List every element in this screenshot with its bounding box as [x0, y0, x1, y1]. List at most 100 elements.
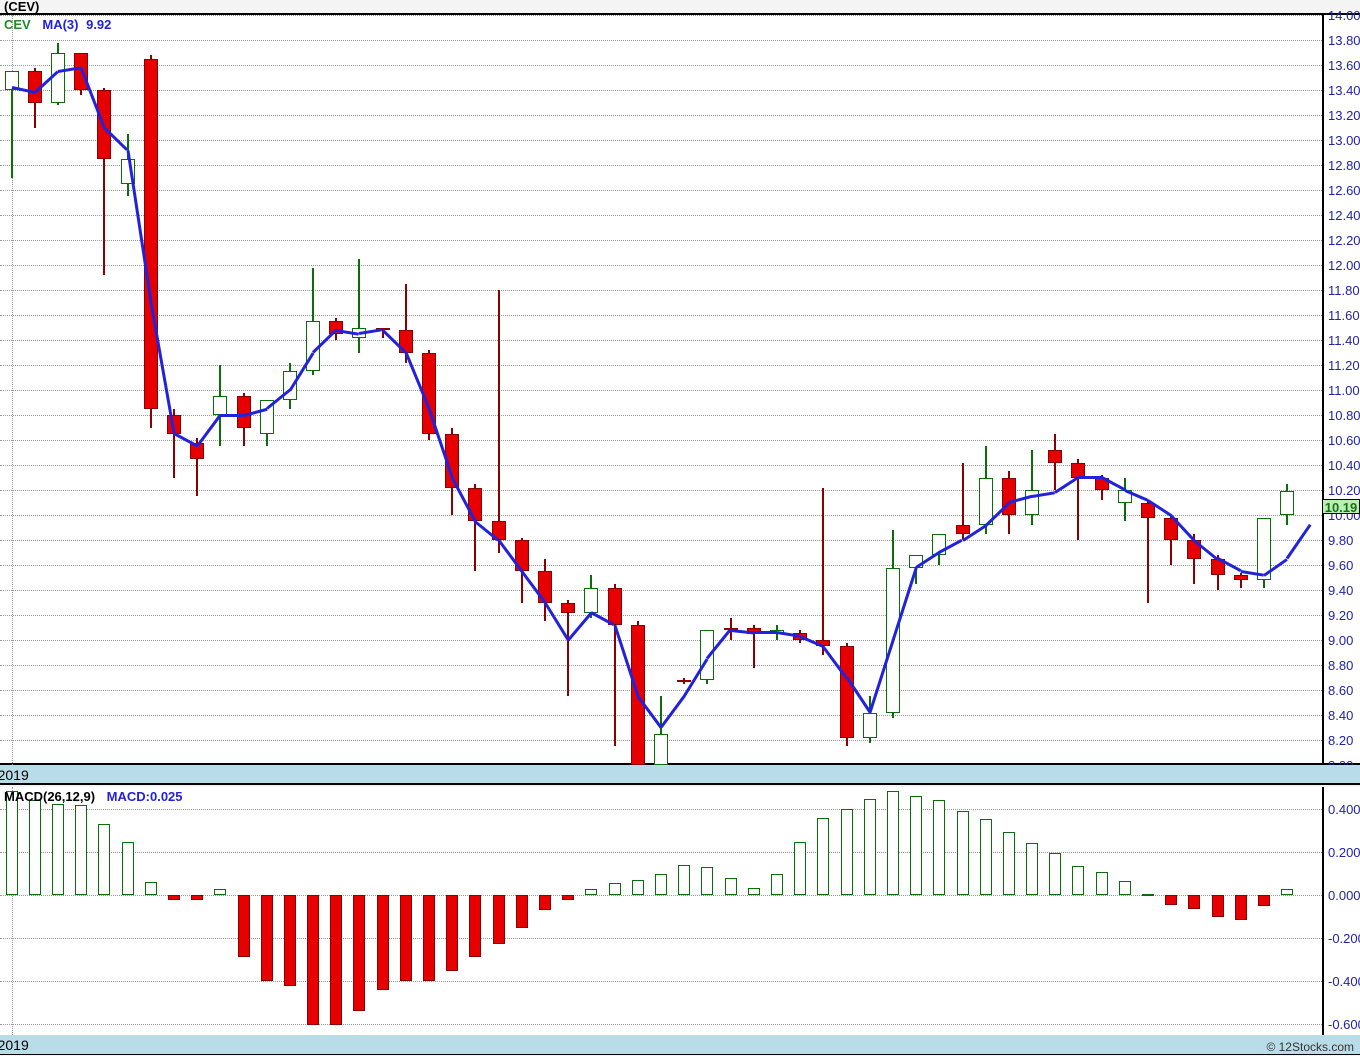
candle-body[interactable]: [213, 396, 227, 415]
candle-wick[interactable]: [567, 600, 569, 696]
macd-bar[interactable]: [377, 895, 389, 990]
price-gridline: [0, 640, 1322, 641]
macd-bar[interactable]: [1049, 853, 1061, 895]
macd-bar[interactable]: [748, 888, 760, 894]
price-y-axis-label: 10.40: [1326, 458, 1360, 473]
macd-bar[interactable]: [1258, 895, 1270, 906]
macd-axis-line: [1322, 787, 1324, 1035]
price-y-axis-label: 11.80: [1326, 283, 1360, 298]
price-legend: CEV MA(3) 9.92: [4, 17, 111, 32]
macd-y-axis-label: 0.000: [1326, 888, 1360, 903]
macd-bar[interactable]: [701, 867, 713, 895]
macd-bar[interactable]: [910, 796, 922, 895]
candle-wick[interactable]: [822, 488, 824, 656]
macd-bar[interactable]: [1212, 895, 1224, 918]
macd-bar[interactable]: [214, 889, 226, 894]
macd-bar[interactable]: [423, 895, 435, 981]
ma-line-segment: [660, 695, 686, 728]
candle-body[interactable]: [677, 680, 691, 682]
macd-bar[interactable]: [1281, 889, 1293, 894]
macd-bar[interactable]: [75, 805, 87, 894]
macd-bar[interactable]: [841, 809, 853, 895]
candle-body[interactable]: [584, 588, 598, 613]
macd-bar[interactable]: [957, 811, 969, 895]
macd-bar[interactable]: [52, 804, 64, 895]
candle-body[interactable]: [608, 588, 622, 626]
price-gridline: [0, 90, 1322, 91]
macd-bar[interactable]: [539, 895, 551, 910]
macd-bar[interactable]: [284, 895, 296, 987]
price-gridline: [0, 315, 1322, 316]
macd-bar[interactable]: [307, 895, 319, 1025]
macd-bar[interactable]: [817, 818, 829, 895]
macd-bar[interactable]: [1072, 866, 1084, 895]
macd-bar[interactable]: [145, 882, 157, 895]
macd-bar[interactable]: [794, 842, 806, 895]
current-price-badge[interactable]: 10.19: [1322, 499, 1360, 514]
macd-bar[interactable]: [238, 895, 250, 958]
macd-bar[interactable]: [191, 895, 203, 900]
candle-body[interactable]: [561, 603, 575, 613]
candle-body[interactable]: [1048, 450, 1062, 463]
stock-chart-root: (CEV) CEV MA(3) 9.92 14.00 13.80 13.60 13.4…: [0, 0, 1360, 1056]
macd-bar[interactable]: [168, 895, 180, 900]
macd-bar[interactable]: [585, 889, 597, 894]
macd-bar[interactable]: [1119, 881, 1131, 895]
macd-bar[interactable]: [446, 895, 458, 972]
macd-bar[interactable]: [1235, 895, 1247, 920]
macd-bar[interactable]: [1142, 894, 1154, 896]
macd-bar[interactable]: [1096, 872, 1108, 895]
macd-bar[interactable]: [493, 895, 505, 945]
macd-bar[interactable]: [6, 791, 18, 895]
year-strip-bottom: 2019202020212022202320242025: [0, 1035, 1360, 1055]
macd-panel: MACD(26,12,9) MACD:0.025 0.400 0.200 0.000…: [0, 787, 1360, 1035]
price-gridline: [0, 165, 1322, 166]
year-label-top: 2019: [0, 767, 29, 783]
macd-bar[interactable]: [609, 883, 621, 895]
macd-bar[interactable]: [632, 880, 644, 895]
macd-bar[interactable]: [400, 895, 412, 981]
macd-bar[interactable]: [1165, 895, 1177, 905]
macd-bar[interactable]: [353, 895, 365, 1011]
macd-bar[interactable]: [1188, 895, 1200, 909]
candle-body[interactable]: [654, 734, 668, 765]
macd-bar[interactable]: [469, 895, 481, 958]
candle-body[interactable]: [863, 713, 877, 738]
macd-bar[interactable]: [516, 895, 528, 928]
price-y-axis-label: 11.60: [1326, 308, 1360, 323]
candle-body[interactable]: [144, 59, 158, 409]
candle-body[interactable]: [1234, 575, 1248, 580]
price-gridline: [0, 290, 1322, 291]
symbol-label: CEV: [4, 17, 31, 32]
macd-bar[interactable]: [330, 895, 342, 1025]
macd-bar[interactable]: [98, 824, 110, 895]
candle-wick[interactable]: [498, 290, 500, 553]
candle-wick[interactable]: [358, 259, 360, 353]
price-gridline: [0, 15, 1322, 16]
candle-body[interactable]: [840, 646, 854, 737]
candle-body[interactable]: [1280, 491, 1294, 515]
candle-body[interactable]: [956, 525, 970, 534]
candle-wick[interactable]: [11, 88, 13, 178]
price-gridline: [0, 615, 1322, 616]
macd-bar[interactable]: [678, 865, 690, 895]
macd-bar[interactable]: [725, 878, 737, 895]
macd-bar[interactable]: [261, 895, 273, 981]
macd-bar[interactable]: [1026, 843, 1038, 895]
macd-bar[interactable]: [655, 874, 667, 894]
ma-line-segment: [1286, 524, 1312, 559]
macd-bar[interactable]: [1003, 832, 1015, 895]
macd-bar[interactable]: [933, 800, 945, 895]
ma-line-segment: [754, 631, 777, 634]
price-gridline: [0, 40, 1322, 41]
macd-y-axis-label: 0.400: [1326, 802, 1360, 817]
macd-bar[interactable]: [980, 819, 992, 894]
price-gridline: [0, 215, 1322, 216]
macd-bar[interactable]: [562, 895, 574, 900]
price-y-axis-label: 8.40: [1326, 708, 1360, 723]
macd-bar[interactable]: [887, 791, 899, 895]
macd-bar[interactable]: [771, 874, 783, 894]
macd-bar[interactable]: [122, 842, 134, 895]
macd-bar[interactable]: [29, 800, 41, 895]
macd-bar[interactable]: [864, 799, 876, 895]
